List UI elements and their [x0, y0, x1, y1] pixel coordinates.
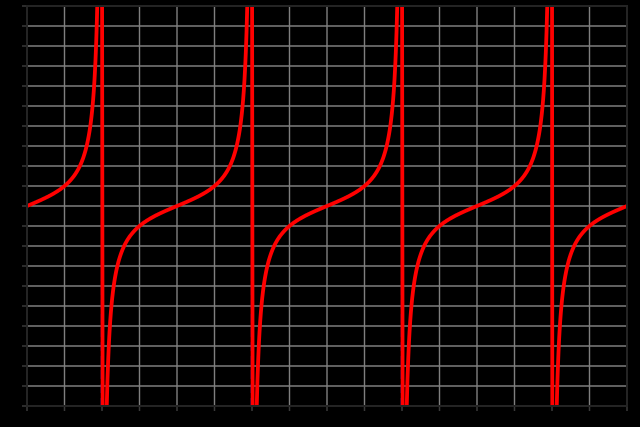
tan-curve-branch	[400, 5, 550, 407]
tan-curve-branch	[250, 5, 400, 407]
plot-frame	[26, 5, 628, 407]
tan-curve-branch	[100, 5, 250, 407]
tan-curve-branch	[550, 5, 628, 407]
tan-curve-branch	[26, 5, 100, 208]
curve-layer	[26, 5, 628, 407]
